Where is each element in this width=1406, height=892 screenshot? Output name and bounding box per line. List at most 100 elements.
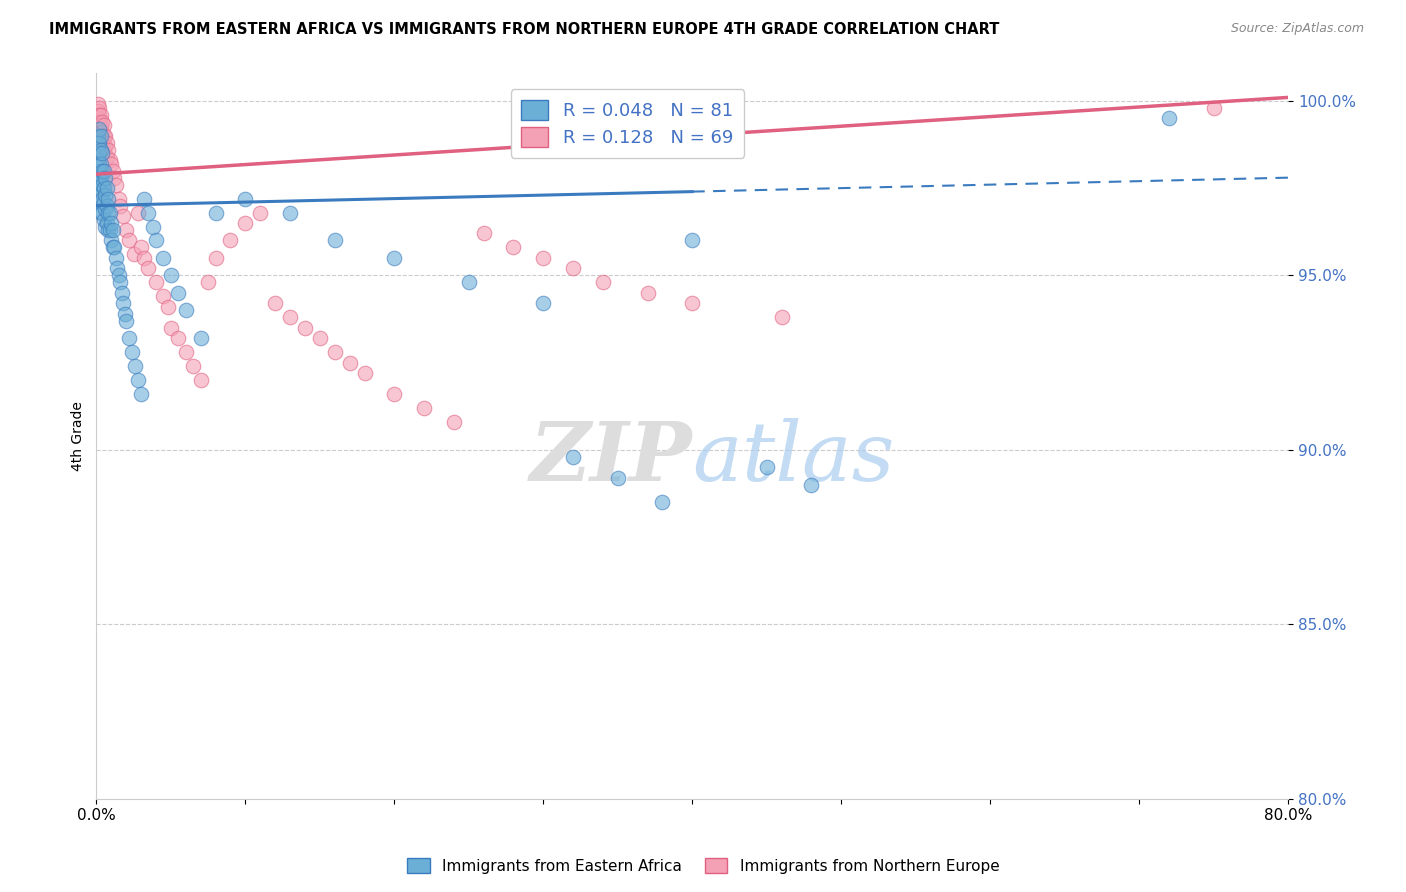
- Point: [100, 157, 122, 171]
- Point: [138, 205, 160, 219]
- Point: [413, 401, 436, 415]
- Point: [127, 373, 149, 387]
- Point: [382, 387, 405, 401]
- Point: [87, 97, 110, 112]
- Point: [89, 121, 111, 136]
- Point: [457, 276, 479, 290]
- Point: [190, 373, 212, 387]
- Point: [87, 153, 110, 168]
- Point: [156, 300, 179, 314]
- Point: [132, 251, 155, 265]
- Point: [145, 234, 167, 248]
- Point: [90, 185, 112, 199]
- Point: [197, 276, 219, 290]
- Point: [681, 296, 703, 310]
- Point: [90, 128, 112, 143]
- Point: [323, 234, 346, 248]
- Point: [129, 387, 152, 401]
- Point: [89, 108, 111, 122]
- Point: [105, 261, 128, 276]
- Point: [472, 227, 495, 241]
- Point: [138, 261, 160, 276]
- Point: [90, 128, 112, 143]
- Point: [167, 331, 190, 345]
- Point: [145, 276, 167, 290]
- Point: [104, 178, 127, 192]
- Point: [90, 118, 112, 132]
- Point: [100, 234, 122, 248]
- Point: [353, 366, 375, 380]
- Point: [94, 202, 117, 216]
- Point: [87, 128, 110, 143]
- Point: [118, 331, 141, 345]
- Point: [174, 345, 197, 359]
- Point: [681, 234, 703, 248]
- Point: [89, 115, 111, 129]
- Point: [204, 251, 226, 265]
- Point: [107, 268, 129, 283]
- Point: [97, 143, 120, 157]
- Point: [755, 460, 778, 475]
- Point: [94, 128, 117, 143]
- Legend: Immigrants from Eastern Africa, Immigrants from Northern Europe: Immigrants from Eastern Africa, Immigran…: [401, 852, 1005, 880]
- Point: [181, 359, 204, 373]
- Point: [89, 125, 111, 139]
- Point: [249, 205, 271, 219]
- Point: [94, 139, 117, 153]
- Point: [152, 289, 174, 303]
- Point: [129, 240, 152, 254]
- Point: [800, 477, 823, 491]
- Point: [91, 178, 114, 192]
- Point: [308, 331, 330, 345]
- Point: [89, 181, 111, 195]
- Point: [87, 118, 110, 132]
- Point: [97, 205, 120, 219]
- Point: [101, 223, 124, 237]
- Point: [101, 163, 124, 178]
- Point: [107, 192, 129, 206]
- Point: [174, 303, 197, 318]
- Point: [87, 163, 110, 178]
- Point: [278, 310, 301, 325]
- Point: [531, 296, 554, 310]
- Point: [91, 125, 114, 139]
- Point: [121, 345, 143, 359]
- Point: [1202, 101, 1225, 115]
- Point: [91, 192, 114, 206]
- Point: [89, 146, 111, 161]
- Point: [152, 251, 174, 265]
- Point: [112, 209, 135, 223]
- Point: [204, 205, 226, 219]
- Point: [89, 101, 111, 115]
- Point: [98, 223, 121, 237]
- Point: [104, 251, 127, 265]
- Point: [115, 223, 138, 237]
- Point: [124, 359, 146, 373]
- Point: [96, 136, 118, 150]
- Point: [382, 251, 405, 265]
- Point: [93, 163, 115, 178]
- Point: [233, 216, 256, 230]
- Point: [160, 268, 183, 283]
- Point: [339, 355, 361, 369]
- Point: [115, 314, 138, 328]
- Point: [167, 285, 190, 300]
- Point: [770, 310, 793, 325]
- Point: [87, 136, 110, 150]
- Point: [651, 495, 673, 509]
- Point: [98, 205, 121, 219]
- Text: Source: ZipAtlas.com: Source: ZipAtlas.com: [1230, 22, 1364, 36]
- Point: [96, 150, 118, 164]
- Point: [108, 198, 131, 212]
- Point: [278, 205, 301, 219]
- Point: [87, 112, 110, 126]
- Point: [97, 223, 120, 237]
- Point: [94, 170, 117, 185]
- Point: [562, 261, 585, 276]
- Point: [190, 331, 212, 345]
- Point: [531, 251, 554, 265]
- Point: [91, 205, 114, 219]
- Point: [264, 296, 287, 310]
- Point: [89, 170, 111, 185]
- Point: [93, 212, 115, 227]
